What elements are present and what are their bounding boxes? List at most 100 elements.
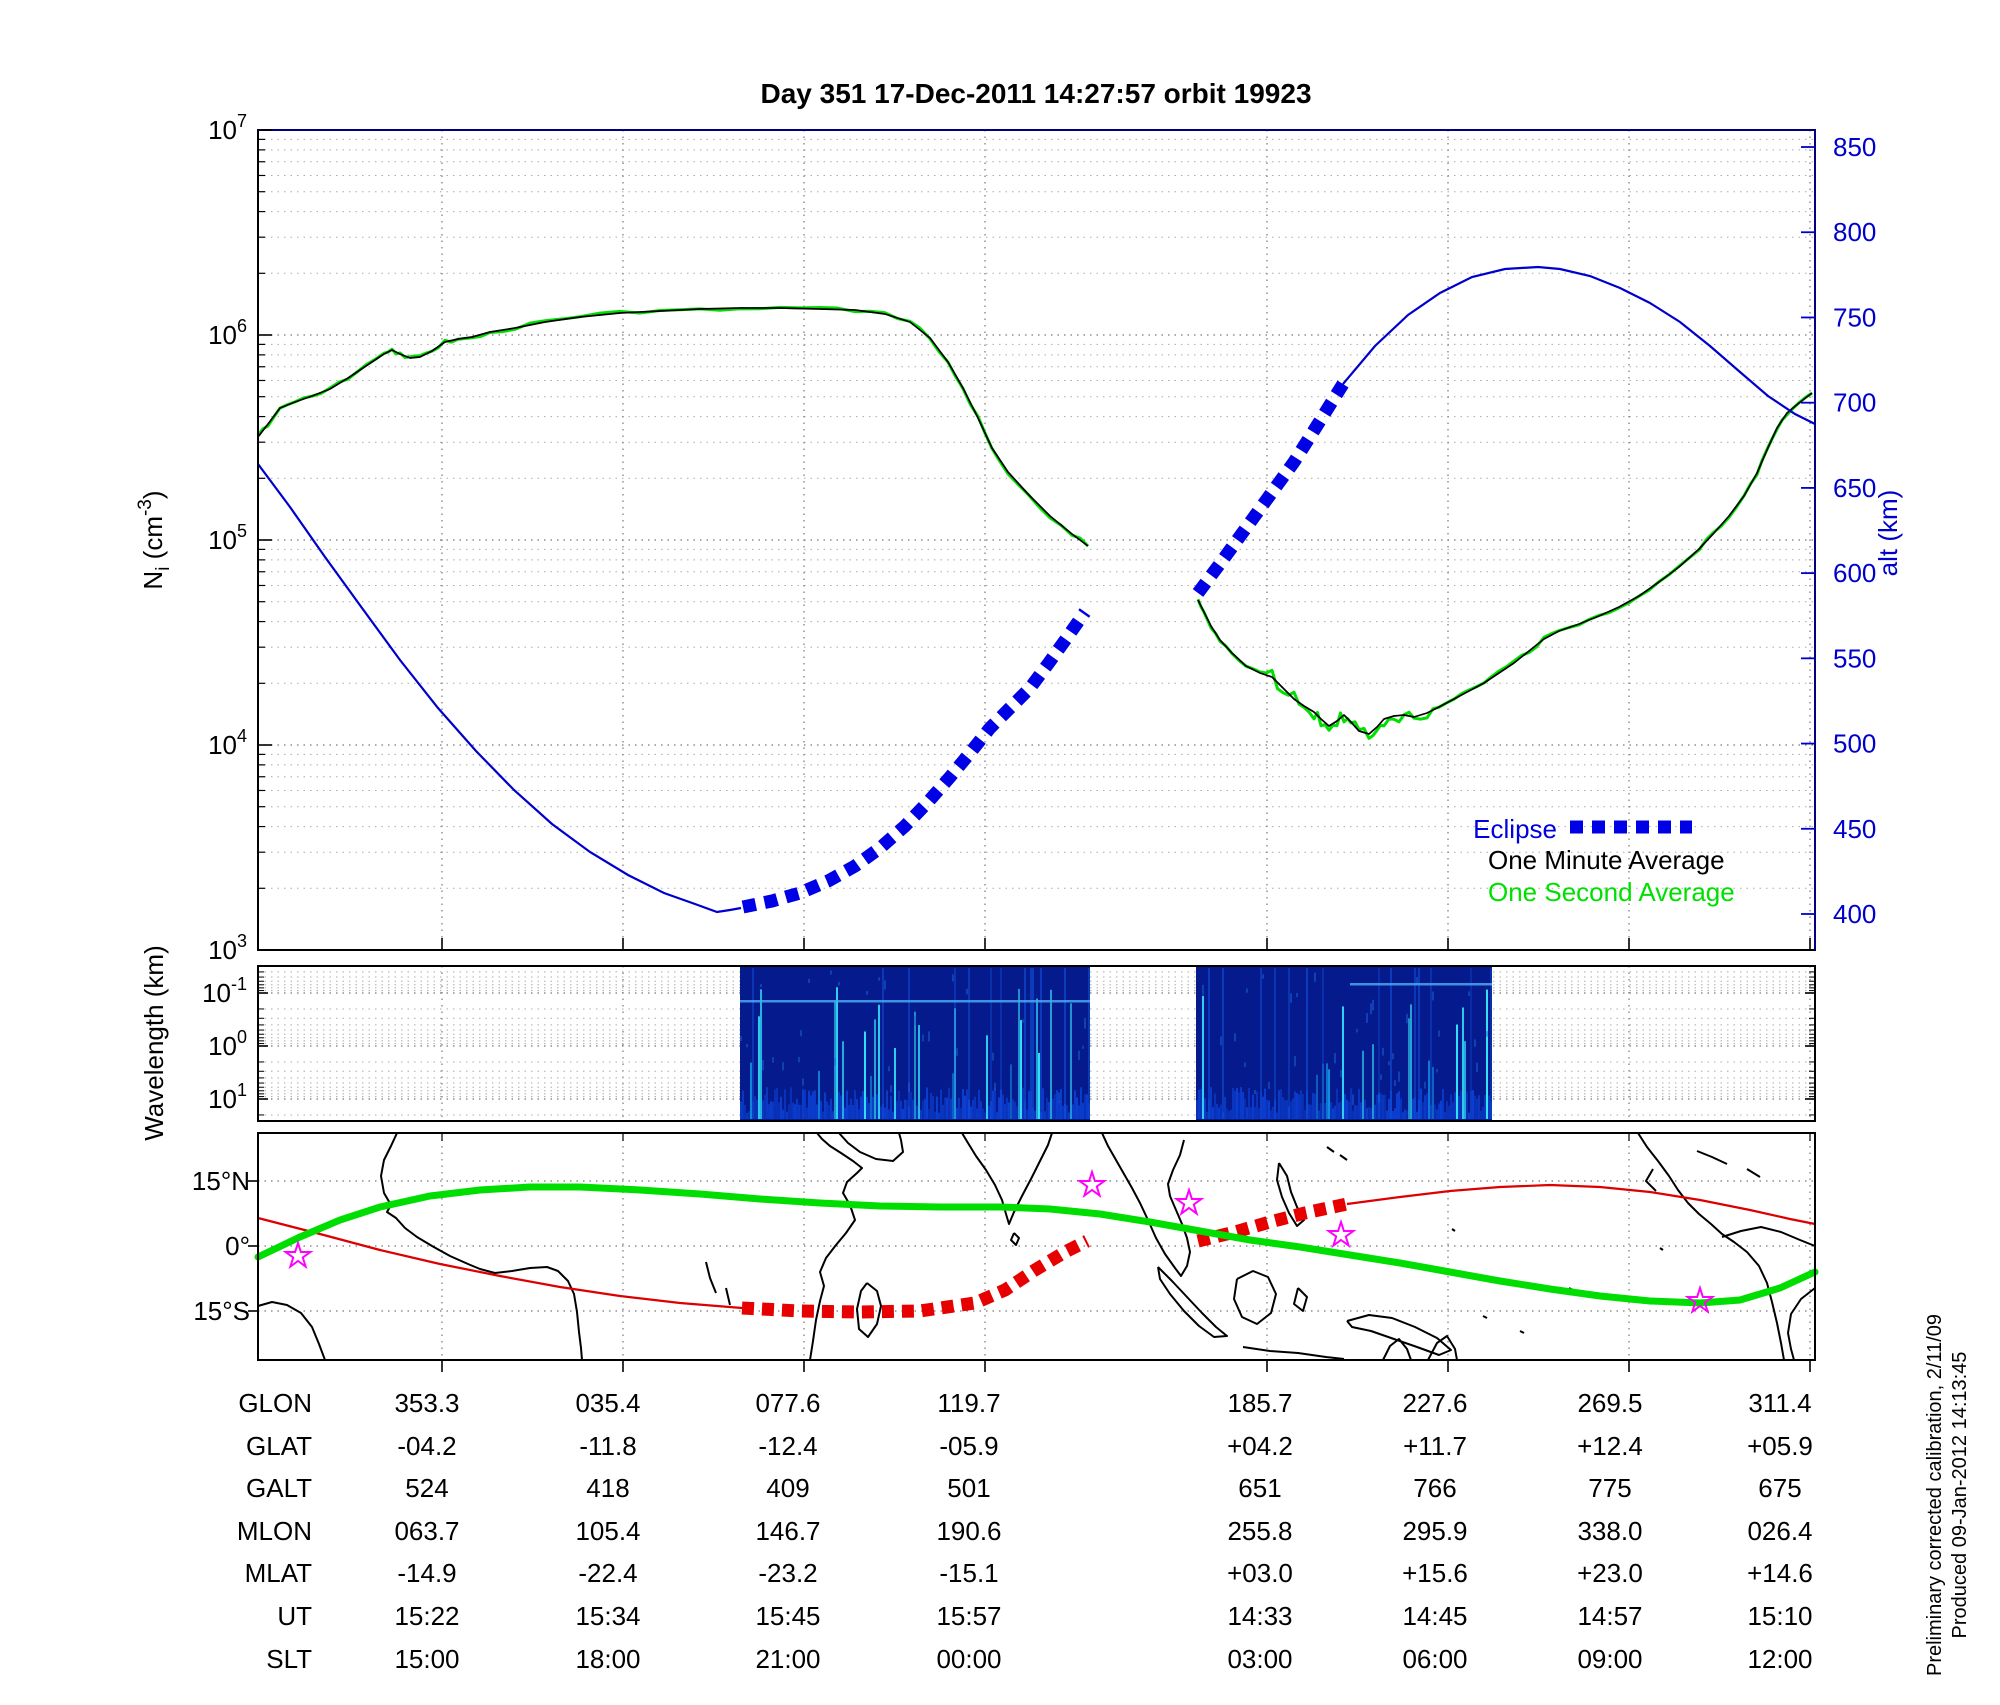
spectro-streak	[1456, 1024, 1458, 1119]
spectro-streak	[1072, 1104, 1074, 1119]
one-second-average-curve	[1196, 391, 1813, 740]
spectro-streak	[1288, 1106, 1290, 1119]
table-cell: 418	[586, 1473, 629, 1503]
spectro-speckle	[1220, 1036, 1222, 1046]
spectro-column	[1390, 968, 1392, 1119]
table-cell: 15:34	[575, 1601, 640, 1631]
spectro-streak	[758, 1016, 760, 1119]
coastline	[1637, 1132, 1785, 1361]
spectro-speckle	[1366, 1012, 1368, 1023]
spectro-streak	[1410, 1004, 1412, 1119]
spectro-streak	[790, 1087, 792, 1119]
spectro-streak	[1408, 1018, 1410, 1119]
spectro-streak	[1466, 1091, 1468, 1119]
table-cell: 15:10	[1747, 1601, 1812, 1631]
generated-labels-layer: 107 106 105 104 103 850 800 750 700 650 600 550 500 4…	[202, 111, 1876, 1674]
table-cell: 338.0	[1577, 1516, 1642, 1546]
spectro-streak	[1336, 1088, 1338, 1119]
spectro-speckle	[952, 974, 954, 982]
spectro-streak	[1244, 1098, 1246, 1119]
spectro-streak	[972, 1099, 974, 1119]
coastline	[809, 1132, 863, 1361]
spectro-speckle	[1474, 1039, 1476, 1047]
spectro-streak	[1416, 1111, 1418, 1119]
spectro-column	[1208, 968, 1210, 1119]
spectro-streak	[1218, 1107, 1220, 1119]
spectro-streak	[818, 1070, 820, 1119]
table-cell: +05.9	[1747, 1431, 1813, 1461]
spectro-streak	[1350, 1088, 1352, 1119]
spectro-streak	[1042, 1088, 1044, 1119]
ni-tick-label: 104	[208, 726, 247, 760]
spectro-speckle	[914, 1016, 916, 1025]
table-cell: 063.7	[394, 1516, 459, 1546]
spectro-streak	[1078, 1105, 1080, 1119]
spectro-streak	[1278, 1090, 1280, 1119]
spectro-streak	[1256, 1091, 1258, 1119]
spectro-streak	[868, 1103, 870, 1119]
spectro-streak	[992, 1090, 994, 1119]
coastline	[1242, 1346, 1345, 1360]
one-second-average-curve	[256, 305, 1090, 548]
spectro-streak	[1006, 1097, 1008, 1119]
spectro-streak	[1338, 1102, 1340, 1119]
spectro-streak	[1428, 1060, 1430, 1119]
spectro-streak	[1324, 1103, 1326, 1119]
table-cell: +23.0	[1577, 1558, 1643, 1588]
spectro-speckle	[994, 1082, 996, 1091]
ni-tick-label: 107	[208, 111, 247, 145]
spectro-streak	[1016, 1106, 1018, 1119]
spectro-column	[1306, 968, 1308, 1119]
spectro-streak	[1472, 1090, 1474, 1119]
spectro-streak	[1344, 1093, 1346, 1119]
spectro-streak	[980, 1101, 982, 1119]
spectro-streak	[1458, 1096, 1460, 1119]
legend-one-second-label: One Second Average	[1488, 877, 1735, 907]
spectro-streak	[1010, 1064, 1012, 1119]
spectro-streak	[854, 1090, 856, 1119]
spectro-streak	[1426, 1093, 1428, 1119]
table-cell: 190.6	[936, 1516, 1001, 1546]
spectro-streak	[978, 1089, 980, 1119]
spectro-speckle	[1486, 1031, 1488, 1037]
spectro-streak	[1422, 1102, 1424, 1119]
table-cell: -15.1	[939, 1558, 998, 1588]
wavelength-tick-label: 10-1	[202, 974, 247, 1008]
eclipse-dashes	[1192, 380, 1349, 597]
spectro-column	[990, 968, 992, 1119]
alt-axis-label: alt (km)	[1873, 490, 1903, 577]
spectro-streak	[1018, 988, 1020, 1119]
table-cell: 675	[1758, 1473, 1801, 1503]
spectro-streak	[942, 1104, 944, 1119]
spectro-streak	[806, 1107, 808, 1119]
spectro-streak	[1034, 1110, 1036, 1119]
spectro-streak	[874, 1019, 876, 1119]
ni-tick-label: 105	[208, 521, 247, 555]
spectro-streak	[1220, 1104, 1222, 1119]
spectro-streak	[906, 1100, 908, 1119]
spectro-streak	[1076, 1097, 1078, 1119]
spectro-streak	[994, 1088, 996, 1119]
spectro-column	[1032, 968, 1034, 1119]
frames-layer	[257, 129, 1816, 1361]
spectro-streak	[922, 1100, 924, 1119]
table-cell: 15:22	[394, 1601, 459, 1631]
spectro-streak	[1462, 1007, 1464, 1119]
spectro-speckle	[1082, 1045, 1084, 1049]
spectro-streak	[800, 1104, 802, 1119]
coastline	[1101, 1132, 1191, 1277]
spectro-streak	[1452, 1102, 1454, 1119]
spectro-column	[1490, 968, 1492, 1119]
table-cell: 15:57	[936, 1601, 1001, 1631]
spectro-streak	[1406, 1110, 1408, 1119]
spectro-speckle	[1394, 1080, 1396, 1086]
spectro-streak	[802, 1089, 804, 1119]
spectro-streak	[1312, 1092, 1314, 1119]
spectro-streak	[1308, 1104, 1310, 1119]
spectro-speckle	[746, 1044, 748, 1048]
spectro-speckle	[834, 1057, 836, 1066]
spectro-streak	[1364, 1099, 1366, 1119]
spectro-streak	[964, 1095, 966, 1119]
spectro-streak	[1046, 1097, 1048, 1119]
table-row-label: GLAT	[246, 1431, 312, 1461]
